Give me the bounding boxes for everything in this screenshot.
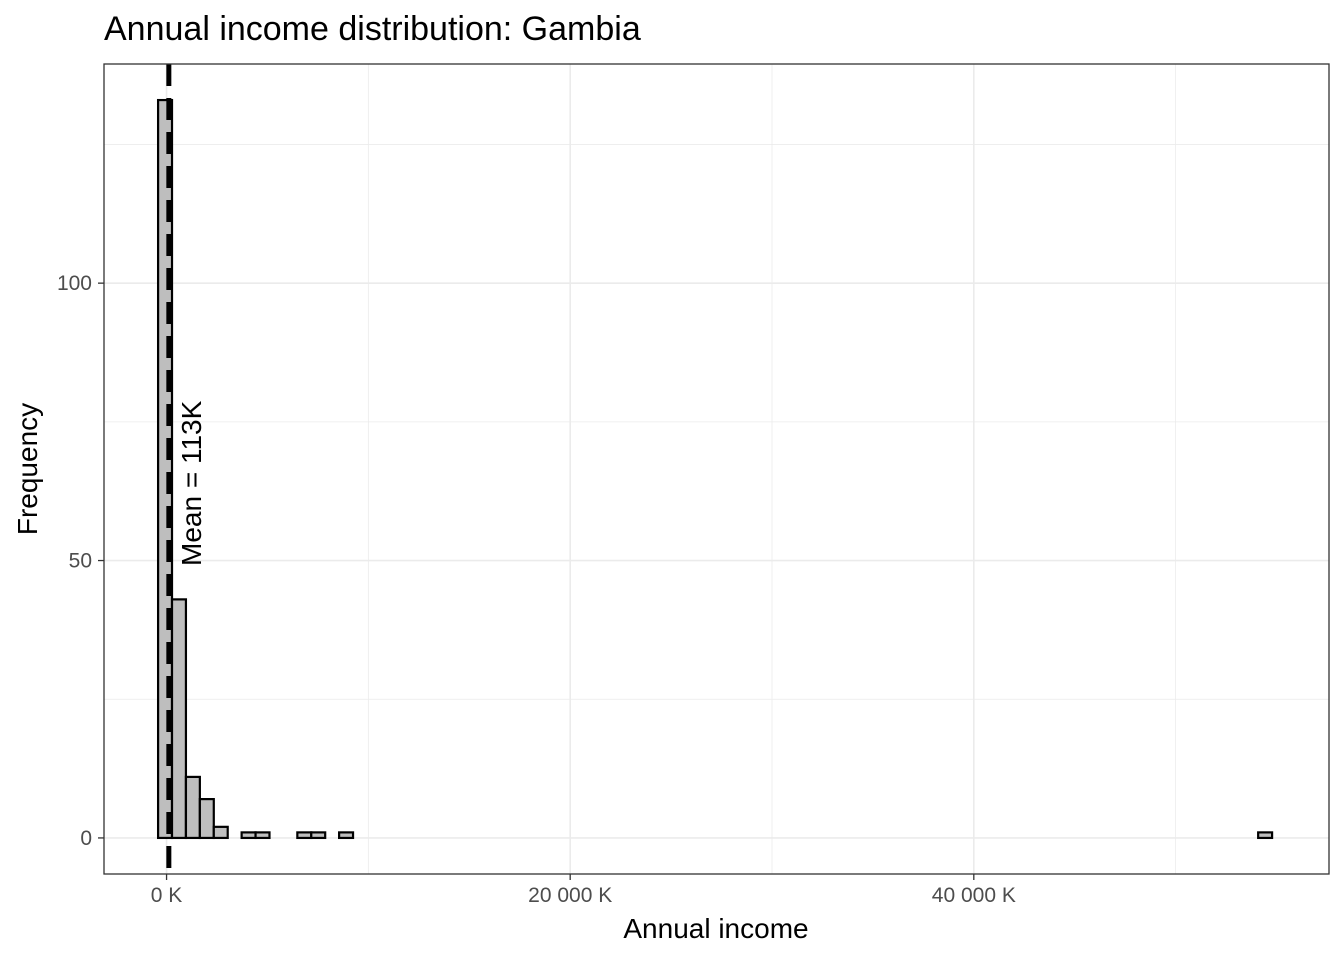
x-axis-ticks: 0 K 20 000 K 40 000 K: [151, 874, 1016, 907]
histogram-bars: [156, 98, 1274, 840]
x-tick-label: 20 000 K: [528, 884, 612, 907]
histogram-bar: [184, 775, 201, 840]
histogram-bar: [240, 831, 257, 840]
y-tick-label: 50: [69, 550, 92, 573]
x-axis-title: Annual income: [623, 913, 808, 944]
mean-label: Mean = 113K: [176, 400, 207, 566]
y-axis-title: Frequency: [12, 403, 43, 535]
histogram-bar: [254, 831, 271, 840]
y-tick-label: 0: [80, 827, 92, 850]
histogram-bar: [212, 825, 229, 840]
y-axis-ticks: 0 50 100: [57, 272, 104, 850]
panel-border: [103, 63, 1330, 875]
chart-title: Annual income distribution: Gambia: [104, 10, 641, 48]
x-tick-label: 0 K: [151, 884, 183, 907]
histogram-bar: [338, 831, 355, 840]
histogram-bar: [1257, 831, 1274, 840]
histogram-bar: [170, 598, 188, 840]
histogram-bar: [310, 831, 327, 840]
histogram-bar: [198, 798, 215, 840]
x-tick-label: 40 000 K: [932, 884, 1016, 907]
histogram-bar: [296, 831, 313, 840]
grid-lines: [104, 64, 1329, 874]
y-tick-label: 100: [57, 272, 92, 295]
mean-marker: Mean = 113K: [166, 64, 207, 874]
